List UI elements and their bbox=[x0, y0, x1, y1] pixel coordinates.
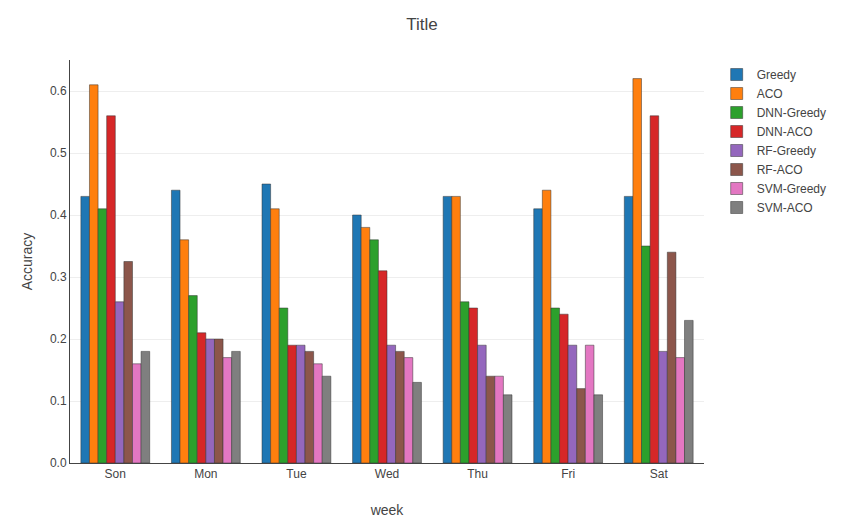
svg-text:Son: Son bbox=[105, 467, 126, 481]
svg-text:Tue: Tue bbox=[286, 467, 307, 481]
svg-text:SVM-ACO: SVM-ACO bbox=[757, 201, 813, 215]
svg-text:Title: Title bbox=[406, 15, 438, 34]
svg-text:SVM-Greedy: SVM-Greedy bbox=[757, 182, 826, 196]
svg-text:RF-ACO: RF-ACO bbox=[757, 163, 803, 177]
svg-text:Greedy: Greedy bbox=[757, 68, 796, 82]
svg-text:Thu: Thu bbox=[467, 467, 488, 481]
svg-text:Mon: Mon bbox=[194, 467, 217, 481]
svg-text:0.1: 0.1 bbox=[50, 394, 67, 408]
svg-text:RF-Greedy: RF-Greedy bbox=[757, 144, 816, 158]
svg-text:Accuracy: Accuracy bbox=[19, 233, 35, 291]
svg-text:0.2: 0.2 bbox=[50, 332, 67, 346]
svg-text:DNN-ACO: DNN-ACO bbox=[757, 125, 813, 139]
svg-text:0.4: 0.4 bbox=[50, 208, 67, 222]
svg-text:Wed: Wed bbox=[375, 467, 399, 481]
svg-text:DNN-Greedy: DNN-Greedy bbox=[757, 106, 826, 120]
svg-text:0.0: 0.0 bbox=[50, 456, 67, 470]
svg-text:0.5: 0.5 bbox=[50, 146, 67, 160]
svg-text:ACO: ACO bbox=[757, 87, 783, 101]
svg-text:0.3: 0.3 bbox=[50, 270, 67, 284]
svg-text:Fri: Fri bbox=[561, 467, 575, 481]
svg-text:0.6: 0.6 bbox=[50, 84, 67, 98]
svg-text:week: week bbox=[370, 502, 405, 518]
svg-text:Sat: Sat bbox=[650, 467, 669, 481]
